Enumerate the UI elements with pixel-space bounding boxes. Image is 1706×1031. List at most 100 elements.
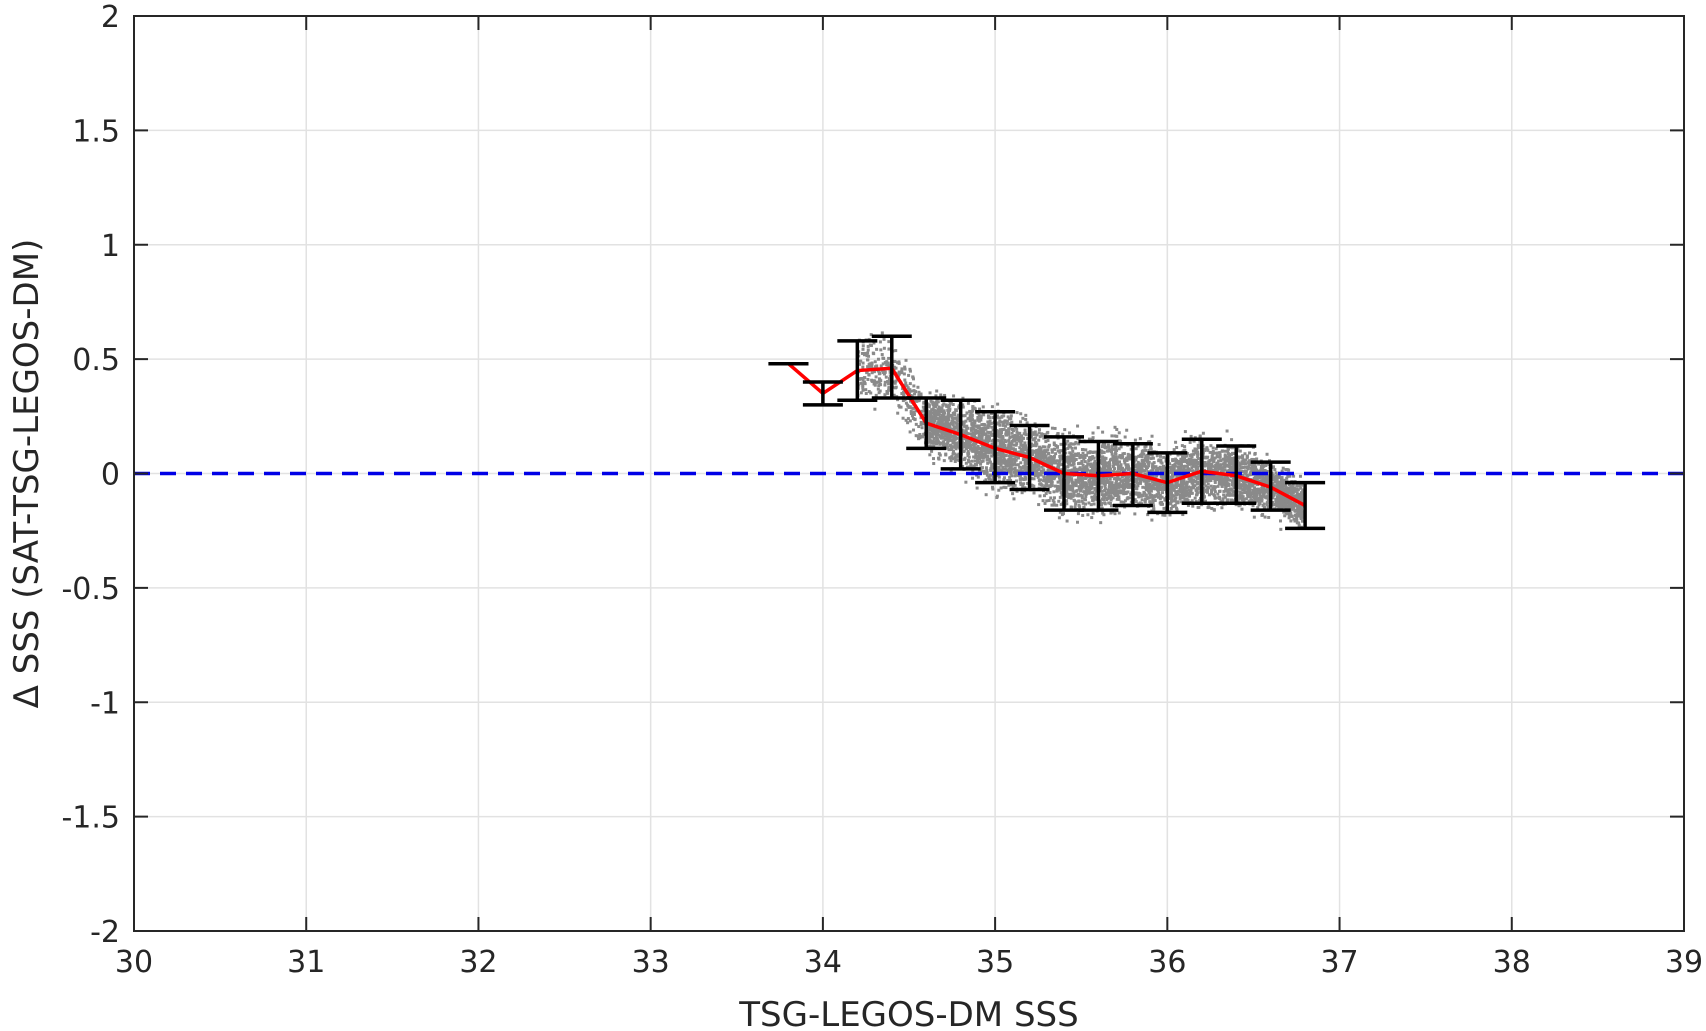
scatter-point [882, 337, 886, 341]
scatter-point [1181, 485, 1185, 489]
scatter-point [1126, 496, 1130, 500]
scatter-point [1076, 520, 1080, 524]
scatter-point [1058, 459, 1062, 463]
scatter-point [1202, 462, 1206, 466]
scatter-point [941, 440, 945, 444]
scatter-point [1052, 441, 1056, 445]
scatter-point [886, 361, 890, 365]
scatter-point [1163, 472, 1167, 476]
scatter-point [1052, 503, 1056, 507]
scatter-point [870, 362, 874, 366]
scatter-point [954, 453, 958, 457]
scatter-point [990, 425, 994, 429]
scatter-point [1006, 415, 1010, 419]
scatter-point [971, 424, 975, 428]
scatter-point [1128, 483, 1132, 487]
scatter-point [996, 445, 1000, 449]
scatter-point [900, 369, 904, 373]
scatter-point [990, 454, 994, 458]
scatter-point [970, 459, 974, 463]
scatter-point [1045, 458, 1049, 462]
scatter-point [900, 367, 904, 371]
scatter-point [1113, 447, 1117, 451]
scatter-point [956, 415, 960, 419]
scatter-point [1059, 491, 1063, 495]
scatter-point [1174, 457, 1178, 461]
scatter-point [881, 356, 885, 360]
scatter-point [1195, 477, 1199, 481]
scatter-point [1218, 453, 1222, 457]
scatter-point [1128, 496, 1132, 500]
scatter-point [1228, 459, 1232, 463]
scatter-point [1064, 458, 1068, 462]
scatter-point [1291, 494, 1295, 498]
scatter-point [1035, 469, 1039, 473]
scatter-point [1003, 467, 1007, 471]
scatter-point [1084, 476, 1088, 480]
scatter-point [1194, 451, 1198, 455]
scatter-point [1174, 506, 1178, 510]
scatter-point [1279, 497, 1283, 501]
scatter-point [951, 402, 955, 406]
scatter-point [1055, 484, 1059, 488]
scatter-point [1195, 447, 1199, 451]
scatter-point [1007, 443, 1011, 447]
scatter-point [1071, 457, 1075, 461]
scatter-point [1054, 474, 1058, 478]
scatter-point [1275, 502, 1279, 506]
scatter-point [1125, 456, 1129, 460]
scatter-point [1102, 480, 1106, 484]
scatter-point [1116, 489, 1120, 493]
scatter-point [1156, 489, 1160, 493]
scatter-point [1038, 454, 1042, 458]
scatter-point [975, 447, 979, 451]
scatter-point [1030, 431, 1034, 435]
scatter-point [1085, 488, 1089, 492]
scatter-point [1210, 462, 1214, 466]
scatter-point [957, 427, 961, 431]
scatter-point [1038, 435, 1042, 439]
scatter-point [914, 409, 918, 413]
scatter-point [1211, 446, 1215, 450]
scatter-point [1072, 498, 1076, 502]
scatter-point [1257, 462, 1261, 466]
scatter-point [1156, 488, 1160, 492]
scatter-point [964, 431, 968, 435]
scatter-point [999, 433, 1003, 437]
scatter-point [954, 442, 958, 446]
scatter-point [1030, 466, 1034, 470]
scatter-point [1192, 439, 1196, 443]
scatter-point [1274, 480, 1278, 484]
scatter-point [1013, 448, 1017, 452]
scatter-point [1252, 482, 1256, 486]
scatter-point [1089, 476, 1093, 480]
scatter-point [1176, 474, 1180, 478]
scatter-point [1189, 479, 1193, 483]
scatter-point [935, 429, 939, 433]
scatter-point [985, 469, 989, 473]
scatter-point [1228, 463, 1232, 467]
scatter-point [971, 476, 975, 480]
scatter-point [1240, 491, 1244, 495]
scatter-point [966, 445, 970, 449]
scatter-point [933, 428, 937, 432]
scatter-point [1203, 464, 1207, 468]
scatter-point [1021, 443, 1025, 447]
scatter-point [932, 444, 936, 448]
scatter-point [988, 460, 992, 464]
scatter-point [917, 425, 921, 429]
scatter-point [1073, 505, 1077, 509]
scatter-point [1210, 490, 1214, 494]
scatter-point [1251, 504, 1255, 508]
scatter-point [995, 438, 999, 442]
scatter-point [860, 376, 864, 380]
scatter-point [906, 417, 910, 421]
scatter-point [1081, 501, 1085, 505]
scatter-point [1246, 474, 1250, 478]
scatter-point [1196, 482, 1200, 486]
scatter-point [1007, 417, 1011, 421]
scatter-point [1222, 481, 1226, 485]
scatter-point [1082, 505, 1086, 509]
scatter-point [1258, 479, 1262, 483]
scatter-point [1278, 519, 1282, 523]
